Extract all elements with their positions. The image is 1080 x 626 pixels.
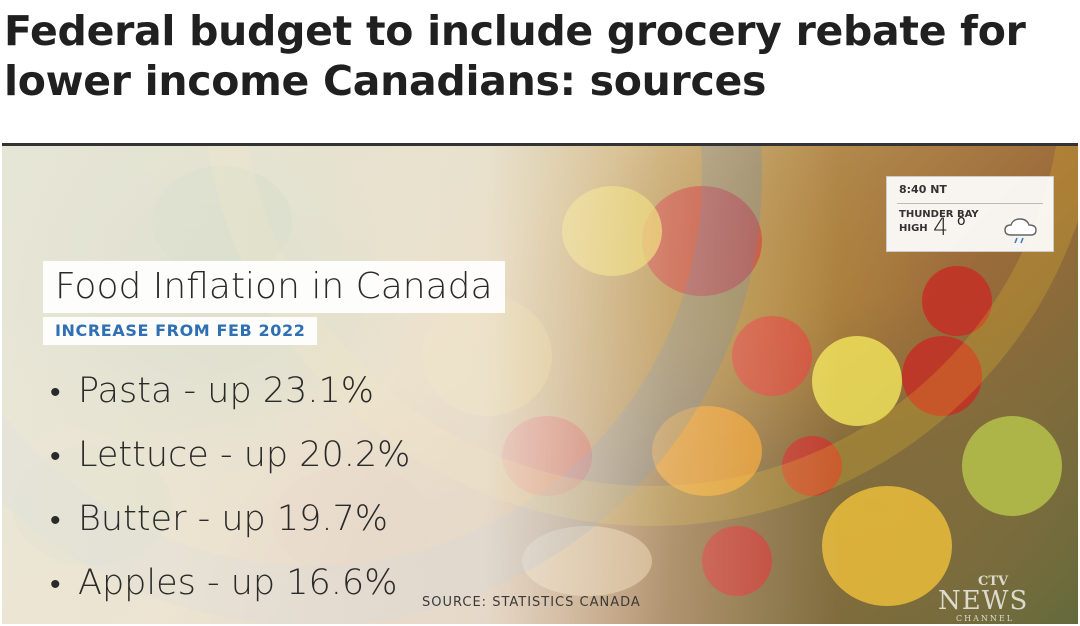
list-item-text: Apples - up 16.6% — [78, 563, 398, 603]
list-item: • Lettuce - up 20.2% — [50, 424, 410, 488]
graphic-subtitle: INCREASE FROM FEB 2022 — [43, 317, 318, 345]
bullet: • — [50, 503, 61, 538]
inflation-list: • Pasta - up 23.1% • Lettuce - up 20.2% • B… — [50, 360, 410, 616]
list-item-text: Butter - up 19.7% — [78, 499, 389, 539]
rain-cloud-icon — [1004, 218, 1037, 244]
weather-high-label: HIGH — [899, 223, 928, 234]
article-headline: Federal budget to include grocery rebate… — [4, 7, 1026, 105]
bullet: • — [50, 439, 61, 474]
weather-city: THUNDER BAY — [899, 209, 979, 220]
weather-divider — [897, 203, 1043, 204]
logo-news: NEWS — [938, 586, 1029, 616]
source-credit: SOURCE: STATISTICS CANADA — [422, 595, 641, 610]
weather-widget: 8:40 NT THUNDER BAY HIGH 4 o — [886, 176, 1054, 252]
bullet: • — [50, 375, 61, 410]
list-item-text: Pasta - up 23.1% — [78, 371, 374, 411]
list-item: • Apples - up 16.6% — [50, 552, 410, 616]
weather-degree: o — [957, 213, 966, 229]
bullet: • — [50, 567, 61, 602]
list-item-text: Lettuce - up 20.2% — [78, 435, 411, 475]
weather-time: 8:40 NT — [899, 183, 947, 196]
list-item: • Pasta - up 23.1% — [50, 360, 410, 424]
ctv-news-logo: CTV NEWS CHANNEL — [938, 574, 1048, 624]
graphic-title: Food Inflation in Canada — [43, 261, 505, 313]
logo-ctv: CTV — [978, 574, 1009, 589]
logo-channel: CHANNEL — [956, 614, 1015, 623]
video-frame[interactable]: Food Inflation in Canada INCREASE FROM F… — [2, 143, 1078, 624]
list-item: • Butter - up 19.7% — [50, 488, 410, 552]
weather-temperature: 4 — [933, 213, 949, 241]
